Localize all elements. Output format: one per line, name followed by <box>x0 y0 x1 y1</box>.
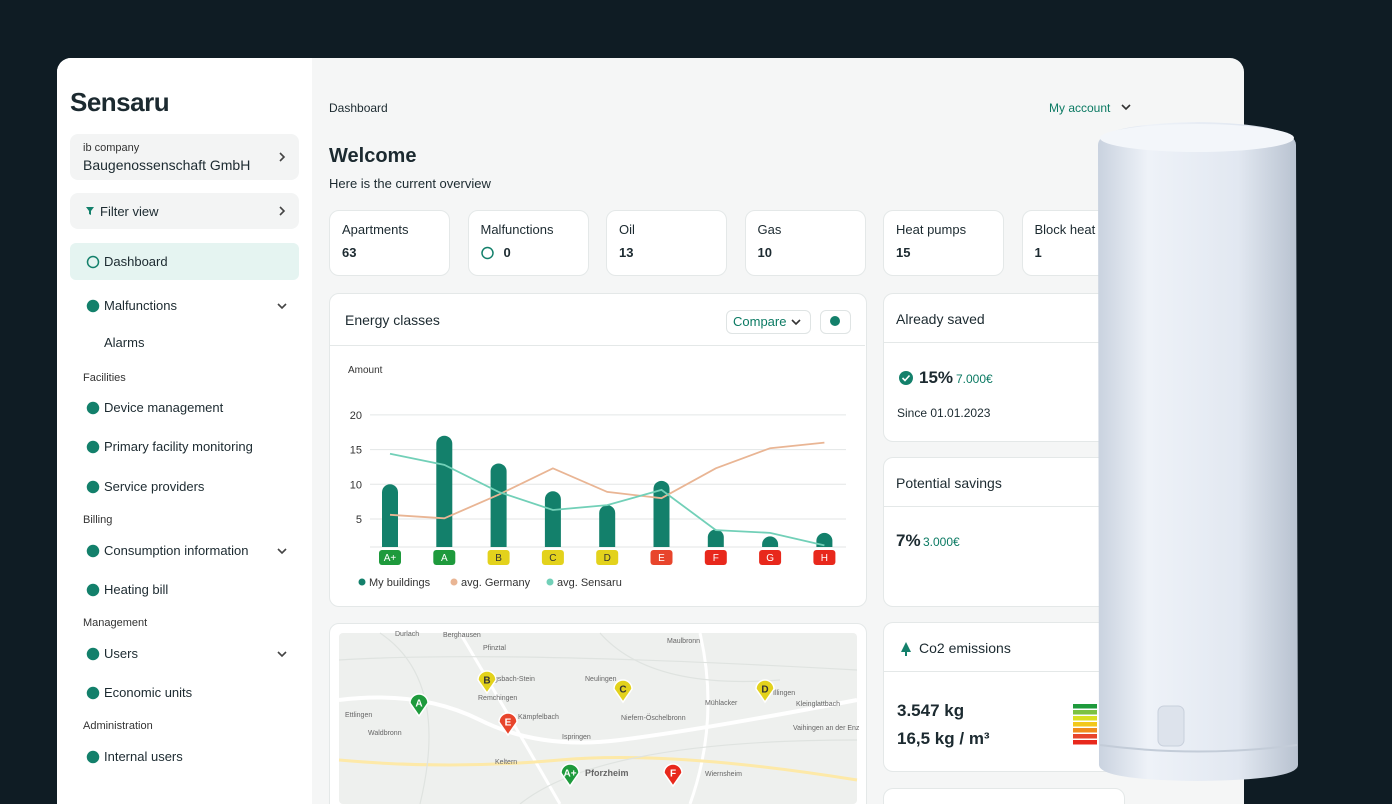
info-button <box>820 310 851 334</box>
sidebar <box>57 58 312 804</box>
stat-card <box>329 210 450 276</box>
potential-amount: 3.000€ <box>923 535 960 549</box>
stat-label: Apartments <box>342 222 409 237</box>
y-label: Amount <box>348 365 383 376</box>
filter-label: Filter view <box>100 204 159 219</box>
info-card <box>883 788 1125 804</box>
saved-amount: 7.000€ <box>956 372 993 386</box>
chart-divider <box>330 345 865 346</box>
nav-section: Billing <box>83 514 113 526</box>
account: My account <box>1049 101 1111 115</box>
welcome: Welcome <box>329 145 417 167</box>
card-divider <box>884 671 1123 672</box>
co2-total: 3.547 kg <box>897 701 965 720</box>
subtitle: Here is the current overview <box>329 176 491 191</box>
stat-value: 63 <box>342 245 357 260</box>
stat-label: Gas <box>757 222 782 237</box>
nav-item: Malfunctions <box>104 298 177 313</box>
info-card <box>883 457 1125 607</box>
compare-label: Compare <box>733 314 787 329</box>
brand: Sensaru <box>70 87 170 117</box>
stat-label: Block heat <box>1034 222 1096 237</box>
nav-item: Economic units <box>104 685 193 700</box>
nav-item: Service providers <box>104 479 205 494</box>
nav-active <box>70 243 299 280</box>
stat-value: 0 <box>503 245 511 260</box>
chart-title: Energy classes <box>345 312 440 328</box>
stat-card <box>744 210 866 276</box>
card-title: Co2 emissions <box>919 640 1011 656</box>
card-title: Potential savings <box>896 475 1002 491</box>
breadcrumb: Dashboard <box>329 101 388 115</box>
card-title: Already saved <box>896 311 985 327</box>
info-card <box>883 293 1125 442</box>
stat-value: 1 <box>1034 245 1042 260</box>
stat-card <box>606 210 727 276</box>
saved-since: Since 01.01.2023 <box>897 406 991 420</box>
nav-item: Primary facility monitoring <box>104 439 253 454</box>
info-card <box>883 622 1125 772</box>
card-divider <box>884 506 1123 507</box>
map-bg <box>339 633 857 804</box>
potential-percent: 7% <box>896 531 921 550</box>
nav-item: Internal users <box>104 749 183 764</box>
stat-label: Oil <box>619 222 635 237</box>
stat-value: 10 <box>757 245 772 260</box>
saved-percent: 15% <box>919 368 954 387</box>
nav-section: Administration <box>83 720 153 732</box>
nav-sub: Alarms <box>104 335 145 350</box>
stat-card <box>467 210 589 276</box>
stat-value: 15 <box>896 245 911 260</box>
company-name: Baugenossenschaft GmbH <box>83 157 251 173</box>
company-label: ib company <box>83 142 140 154</box>
nav-item: Device management <box>104 400 224 415</box>
company-box <box>70 134 299 180</box>
filter-box <box>70 193 299 229</box>
nav-section: Management <box>83 617 148 629</box>
stat-card <box>1021 210 1143 276</box>
nav-section: Facilities <box>83 372 126 384</box>
nav-item: Dashboard <box>104 254 168 269</box>
chart-card <box>329 293 867 607</box>
co2-per-area: 16,5 kg / m³ <box>897 729 990 748</box>
nav-item: Consumption information <box>104 543 249 558</box>
nav-item: Users <box>104 646 138 661</box>
nav-item: Heating bill <box>104 582 169 597</box>
stat-label: Malfunctions <box>480 222 554 237</box>
card-divider <box>884 342 1123 343</box>
stat-card <box>883 210 1004 276</box>
stat-label: Heat pumps <box>896 222 967 237</box>
stat-value: 13 <box>619 245 634 260</box>
